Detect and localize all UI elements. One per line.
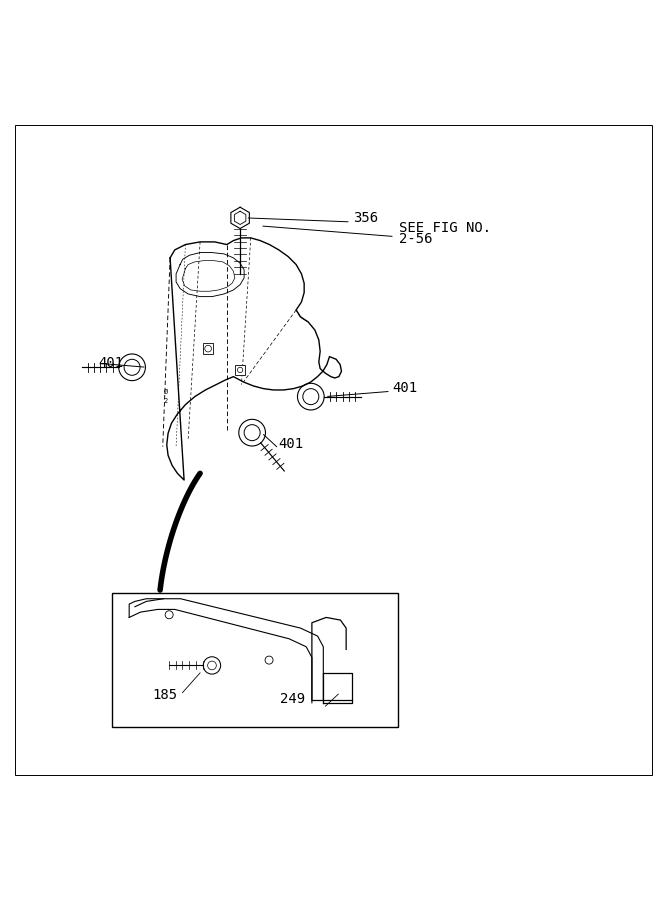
Bar xyxy=(203,343,213,354)
Text: 401: 401 xyxy=(279,437,304,451)
Bar xyxy=(235,365,245,374)
Text: 401: 401 xyxy=(392,382,418,395)
Text: 401: 401 xyxy=(99,356,124,370)
Bar xyxy=(112,593,398,727)
Text: SEE FIG NO.: SEE FIG NO. xyxy=(399,221,491,235)
Text: 2: 2 xyxy=(164,398,168,403)
Text: 356: 356 xyxy=(354,211,379,225)
Text: Ø: Ø xyxy=(164,389,168,395)
Text: 249: 249 xyxy=(280,692,305,706)
Text: 2-56: 2-56 xyxy=(399,232,432,246)
Text: 185: 185 xyxy=(152,688,177,702)
